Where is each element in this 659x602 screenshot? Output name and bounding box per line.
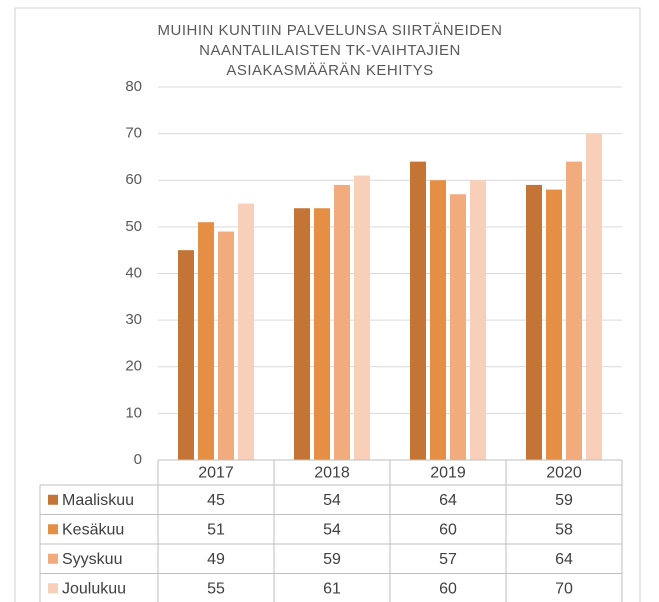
y-tick-label: 20	[125, 358, 142, 375]
legend-swatch	[48, 494, 58, 505]
bar	[294, 208, 310, 460]
legend-swatch	[48, 553, 58, 564]
table-value: 54	[323, 521, 341, 538]
y-tick-label: 70	[125, 125, 142, 142]
y-tick-label: 40	[125, 264, 142, 281]
legend-label: Maaliskuu	[62, 492, 134, 509]
legend-swatch	[48, 524, 58, 535]
y-tick-label: 50	[125, 218, 142, 235]
chart-title: NAANTALILAISTEN TK-VAIHTAJIEN	[199, 42, 461, 59]
x-tick-label: 2020	[546, 465, 582, 482]
bar	[410, 161, 426, 460]
bar	[470, 180, 486, 460]
table-value: 55	[207, 580, 225, 597]
bar	[354, 175, 370, 460]
table-value: 45	[207, 492, 225, 509]
y-tick-label: 80	[125, 78, 142, 95]
y-tick-label: 10	[125, 404, 142, 421]
bar	[526, 184, 542, 460]
legend-label: Kesäkuu	[62, 521, 124, 538]
legend-label: Syyskuu	[62, 551, 122, 568]
chart-title: ASIAKASMÄÄRÄN KEHITYS	[226, 62, 433, 79]
table-value: 49	[207, 551, 225, 568]
x-tick-label: 2018	[314, 465, 350, 482]
table-value: 61	[323, 580, 341, 597]
table-value: 64	[439, 492, 457, 509]
y-tick-label: 60	[125, 171, 142, 188]
table-value: 51	[207, 521, 225, 538]
y-tick-label: 0	[134, 451, 142, 468]
table-value: 58	[555, 521, 573, 538]
table-value: 59	[555, 492, 573, 509]
table-value: 59	[323, 551, 341, 568]
bar	[198, 222, 214, 460]
chart-title: MUIHIN KUNTIIN PALVELUNSA SIIRTÄNEIDEN	[158, 22, 503, 39]
bar	[450, 194, 466, 461]
bar	[238, 203, 254, 460]
table-value: 60	[439, 521, 457, 538]
bar	[178, 250, 194, 460]
table-value: 60	[439, 580, 457, 597]
table-value: 64	[555, 551, 573, 568]
bar	[314, 208, 330, 460]
legend-swatch	[48, 583, 58, 594]
bar	[430, 180, 446, 460]
table-value: 70	[555, 580, 573, 597]
bar	[586, 133, 602, 460]
table-value: 57	[439, 551, 457, 568]
bar	[546, 189, 562, 460]
legend-label: Joulukuu	[62, 580, 126, 597]
bar	[218, 231, 234, 460]
bar	[566, 161, 582, 460]
table-value: 54	[323, 492, 341, 509]
bar	[334, 184, 350, 460]
y-tick-label: 30	[125, 311, 142, 328]
x-tick-label: 2017	[198, 465, 234, 482]
x-tick-label: 2019	[430, 465, 466, 482]
